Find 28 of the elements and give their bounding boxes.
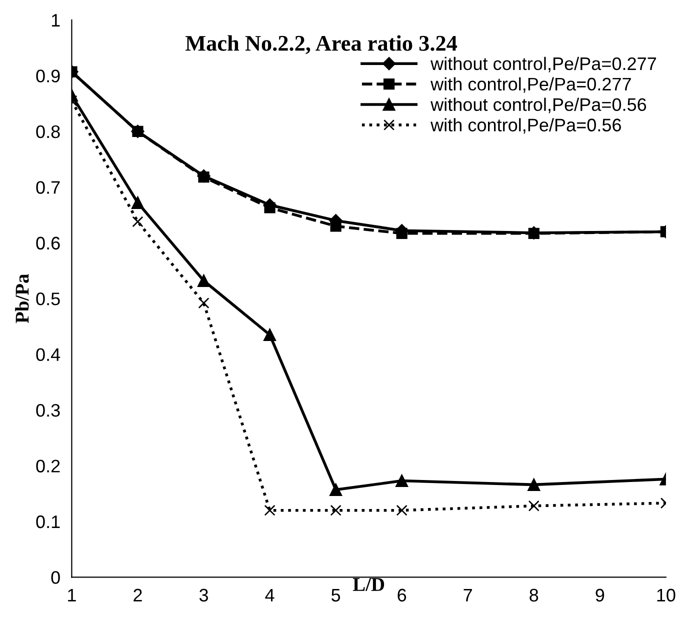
y-tick-label: 0.2 bbox=[36, 460, 60, 472]
x-tick-label: 8 bbox=[530, 588, 538, 602]
x-tick-label: 2 bbox=[134, 588, 142, 602]
y-tick-label: 1 bbox=[52, 14, 60, 27]
y-tick-label: 0.3 bbox=[36, 404, 60, 417]
x-tick-label: 6 bbox=[398, 588, 406, 602]
x-tick-label: 5 bbox=[332, 588, 340, 602]
x-tick-label: 10 bbox=[657, 588, 676, 602]
x-tick-label: 4 bbox=[265, 588, 274, 602]
y-tick-label: 0.8 bbox=[36, 125, 60, 138]
legend-label: with control,Pe/Pa=0.277 bbox=[430, 77, 631, 93]
legend-label: with control,Pe/Pa=0.56 bbox=[430, 118, 621, 134]
text: Mach No.2.2, Area ratio 3.24 bbox=[185, 35, 458, 54]
x-tick-label: 9 bbox=[596, 588, 604, 602]
y-tick-label: 0.1 bbox=[36, 515, 60, 528]
y-tick-label: 0 bbox=[51, 571, 60, 584]
x-tick-label: 1 bbox=[68, 588, 76, 602]
legend-label: without control,Pe/Pa=0.277 bbox=[430, 56, 656, 72]
y-tick-label: 0.7 bbox=[36, 181, 60, 194]
y-tick-label: 0.4 bbox=[36, 348, 60, 362]
y-tick-label: 0.6 bbox=[36, 236, 60, 250]
x-tick-label: 3 bbox=[199, 588, 208, 602]
x-tick-label: 7 bbox=[464, 588, 472, 602]
legend-label: without control,Pe/Pa=0.56 bbox=[430, 98, 646, 114]
y-tick-label: 0.5 bbox=[36, 292, 60, 306]
x-axis-title: L/D bbox=[352, 578, 384, 592]
y-axis-title: Pb/Pa bbox=[15, 274, 29, 324]
y-tick-label: 0.9 bbox=[36, 70, 60, 82]
